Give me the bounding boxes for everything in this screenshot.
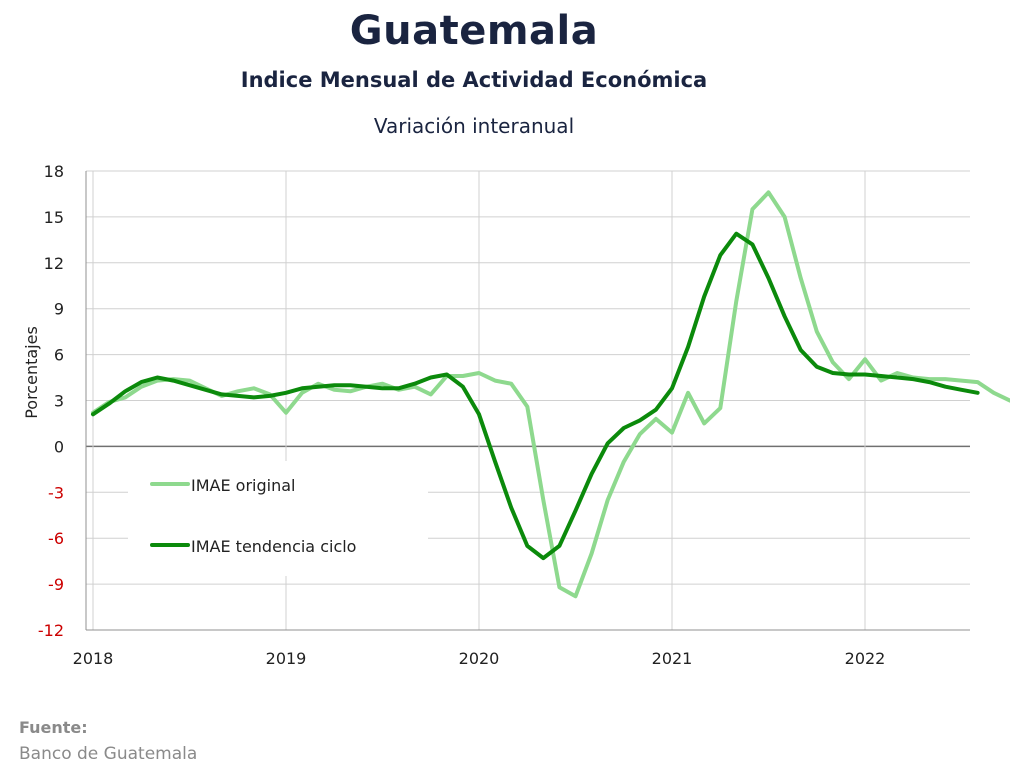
y-tick-label: 3 <box>54 392 64 411</box>
y-tick-label: 6 <box>54 346 64 365</box>
series-line-imae-tendencia-ciclo <box>91 231 980 561</box>
x-tick-label: 2020 <box>459 649 500 668</box>
y-tick-label: -6 <box>48 529 64 548</box>
y-axis-label: Porcentajes <box>22 326 41 419</box>
y-tick-label: -3 <box>48 483 64 502</box>
series-line-imae-original <box>91 190 1010 599</box>
source-text: Banco de Guatemala <box>19 744 198 764</box>
chart-subtitle-secondary: Variación interanual <box>373 114 575 138</box>
legend-box <box>128 461 428 576</box>
x-tick-label: 2018 <box>73 649 114 668</box>
y-tick-label: 12 <box>44 254 64 273</box>
x-tick-label: 2021 <box>652 649 693 668</box>
x-tick-label: 2019 <box>266 649 307 668</box>
legend-label: IMAE tendencia ciclo <box>191 537 356 556</box>
chart-subtitle: Indice Mensual de Actividad Económica <box>240 68 708 92</box>
y-tick-label: -12 <box>38 621 64 640</box>
x-tick-label: 2022 <box>845 649 886 668</box>
chart-title: Guatemala <box>349 8 599 54</box>
source-label: Fuente: <box>19 718 88 737</box>
y-tick-label: -9 <box>48 575 64 594</box>
y-tick-label: 0 <box>54 437 64 456</box>
y-tick-label: 15 <box>44 208 64 227</box>
legend-label: IMAE original <box>191 476 295 495</box>
y-tick-label: 9 <box>54 300 64 319</box>
y-tick-label: 18 <box>44 162 64 181</box>
